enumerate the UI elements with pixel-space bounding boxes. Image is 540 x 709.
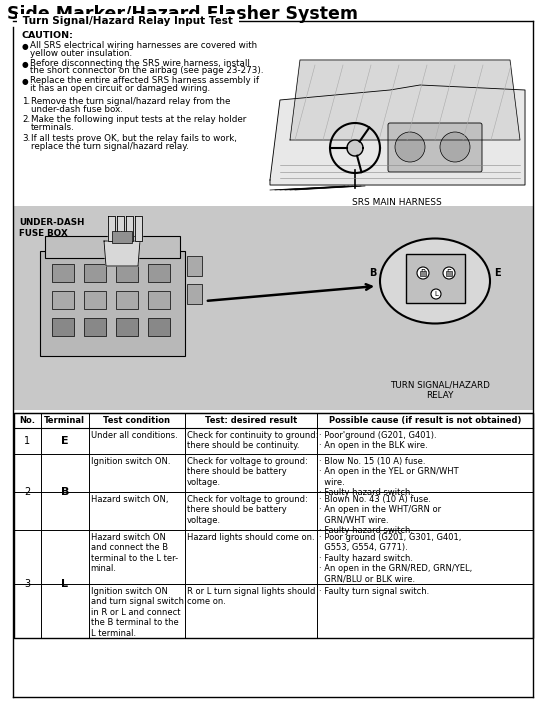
Circle shape (395, 132, 425, 162)
FancyBboxPatch shape (84, 291, 106, 309)
Text: SRS MAIN HARNESS: SRS MAIN HARNESS (352, 198, 442, 207)
Text: B: B (421, 269, 426, 277)
Polygon shape (347, 140, 363, 156)
Text: Ignition switch ON
and turn signal switch
in R or L and connect
the B terminal t: Ignition switch ON and turn signal switc… (91, 587, 184, 637)
FancyBboxPatch shape (116, 264, 138, 282)
FancyBboxPatch shape (84, 318, 106, 336)
Text: L: L (62, 579, 69, 589)
Bar (14, 492, 533, 530)
FancyBboxPatch shape (388, 123, 482, 172)
Bar (14, 584, 533, 638)
FancyBboxPatch shape (116, 291, 138, 309)
Bar (14, 206, 533, 410)
Text: L: L (434, 291, 438, 297)
Circle shape (417, 267, 429, 279)
Text: Make the following input tests at the relay holder: Make the following input tests at the re… (31, 116, 246, 124)
FancyBboxPatch shape (52, 264, 74, 282)
Bar (14, 530, 533, 584)
Text: ●: ● (22, 42, 29, 51)
Circle shape (431, 289, 441, 299)
Bar (14, 413, 533, 428)
Bar (14, 413, 533, 638)
Text: · Blown No. 43 (10 A) fuse.
· An open in the WHT/GRN or
  GRN/WHT wire.
· Faulty: · Blown No. 43 (10 A) fuse. · An open in… (319, 495, 441, 535)
Text: Check for voltage to ground:
there should be battery
voltage.: Check for voltage to ground: there shoul… (187, 495, 307, 525)
FancyBboxPatch shape (52, 318, 74, 336)
Bar (446, 271, 452, 276)
Text: B: B (369, 268, 377, 278)
Text: UNDER-DASH
FUSE BOX: UNDER-DASH FUSE BOX (19, 218, 84, 238)
Bar (420, 271, 426, 276)
Text: under-dash fuse box.: under-dash fuse box. (31, 105, 123, 113)
Polygon shape (104, 241, 140, 266)
Text: Terminal: Terminal (44, 416, 85, 425)
Text: Before disconnecting the SRS wire harness, install: Before disconnecting the SRS wire harnes… (30, 59, 250, 67)
Text: 1.: 1. (22, 97, 30, 106)
Bar (112, 231, 132, 243)
Text: 3: 3 (24, 579, 31, 589)
Text: Hazard switch ON,: Hazard switch ON, (91, 495, 168, 504)
Polygon shape (290, 60, 520, 140)
Text: the short connector on the airbag (see page 23-273).: the short connector on the airbag (see p… (30, 67, 264, 75)
Text: Test: desired result: Test: desired result (205, 416, 297, 425)
Text: 3.: 3. (22, 134, 30, 143)
FancyBboxPatch shape (148, 318, 170, 336)
Polygon shape (270, 85, 525, 185)
FancyBboxPatch shape (116, 318, 138, 336)
Text: CAUTION:: CAUTION: (21, 31, 73, 40)
Polygon shape (135, 216, 142, 241)
Text: Possible cause (if result is not obtained): Possible cause (if result is not obtaine… (329, 416, 521, 425)
Polygon shape (108, 216, 115, 241)
Text: R or L turn signal lights should
come on.: R or L turn signal lights should come on… (187, 587, 315, 606)
Text: ●: ● (22, 60, 29, 69)
Text: 2: 2 (24, 487, 31, 497)
Text: E: E (494, 268, 501, 278)
Text: Test condition: Test condition (103, 416, 170, 425)
Text: All SRS electrical wiring harnesses are covered with: All SRS electrical wiring harnesses are … (30, 41, 257, 50)
Polygon shape (126, 216, 133, 241)
Text: E: E (447, 269, 451, 277)
Text: Under all conditions.: Under all conditions. (91, 431, 178, 440)
Text: ●: ● (22, 77, 29, 86)
Text: No.: No. (19, 416, 36, 425)
Bar (14, 454, 533, 492)
Text: Check for voltage to ground:
there should be battery
voltage.: Check for voltage to ground: there shoul… (187, 457, 307, 487)
Text: replace the turn signal/hazard relay.: replace the turn signal/hazard relay. (31, 142, 189, 151)
FancyBboxPatch shape (40, 251, 185, 356)
Text: yellow outer insulation.: yellow outer insulation. (30, 49, 132, 58)
Text: Ignition switch ON.: Ignition switch ON. (91, 457, 170, 466)
Text: Replace the entire affected SRS harness assembly if: Replace the entire affected SRS harness … (30, 76, 259, 85)
FancyBboxPatch shape (148, 291, 170, 309)
Text: TURN SIGNAL/HAZARD
RELAY: TURN SIGNAL/HAZARD RELAY (390, 380, 490, 400)
Circle shape (440, 132, 470, 162)
Text: Remove the turn signal/hazard relay from the: Remove the turn signal/hazard relay from… (31, 97, 231, 106)
FancyBboxPatch shape (45, 236, 180, 258)
Bar (187, 284, 202, 304)
Text: terminals.: terminals. (31, 123, 75, 132)
Text: Hazard lights should come on.: Hazard lights should come on. (187, 533, 314, 542)
Bar (187, 256, 202, 276)
Text: E: E (61, 436, 69, 446)
Polygon shape (117, 216, 124, 241)
Text: · Poor ground (G201, G301, G401,
  G553, G554, G771).
· Faulty hazard switch.
· : · Poor ground (G201, G301, G401, G553, G… (319, 533, 472, 584)
Text: · Faulty turn signal switch.: · Faulty turn signal switch. (319, 587, 429, 596)
Text: B: B (60, 487, 69, 497)
Text: it has an open circuit or damaged wiring.: it has an open circuit or damaged wiring… (30, 84, 210, 93)
FancyBboxPatch shape (406, 254, 465, 303)
Text: · Poor'ground (G201, G401).
· An open in the BLK wire.: · Poor'ground (G201, G401). · An open in… (319, 431, 437, 450)
Circle shape (443, 267, 455, 279)
Text: Turn Signal/Hazard Relay Input Test: Turn Signal/Hazard Relay Input Test (19, 16, 237, 26)
Text: Side Marker/Hazard Flasher System: Side Marker/Hazard Flasher System (7, 5, 358, 23)
Text: · Blow No. 15 (10 A) fuse.
· An open in the YEL or GRN/WHT
  wire.
· Faulty haza: · Blow No. 15 (10 A) fuse. · An open in … (319, 457, 458, 497)
Ellipse shape (380, 238, 490, 323)
Text: Check for continuity to ground:
there should be continuity.: Check for continuity to ground: there sh… (187, 431, 318, 450)
Text: Hazard switch ON
and connect the B
terminal to the L ter-
minal.: Hazard switch ON and connect the B termi… (91, 533, 178, 573)
FancyBboxPatch shape (148, 264, 170, 282)
Text: 1: 1 (24, 436, 31, 446)
Text: If all tests prove OK, but the relay fails to work,: If all tests prove OK, but the relay fai… (31, 134, 237, 143)
FancyBboxPatch shape (84, 264, 106, 282)
Text: 2.: 2. (22, 116, 30, 124)
FancyBboxPatch shape (52, 291, 74, 309)
Bar (14, 428, 533, 454)
